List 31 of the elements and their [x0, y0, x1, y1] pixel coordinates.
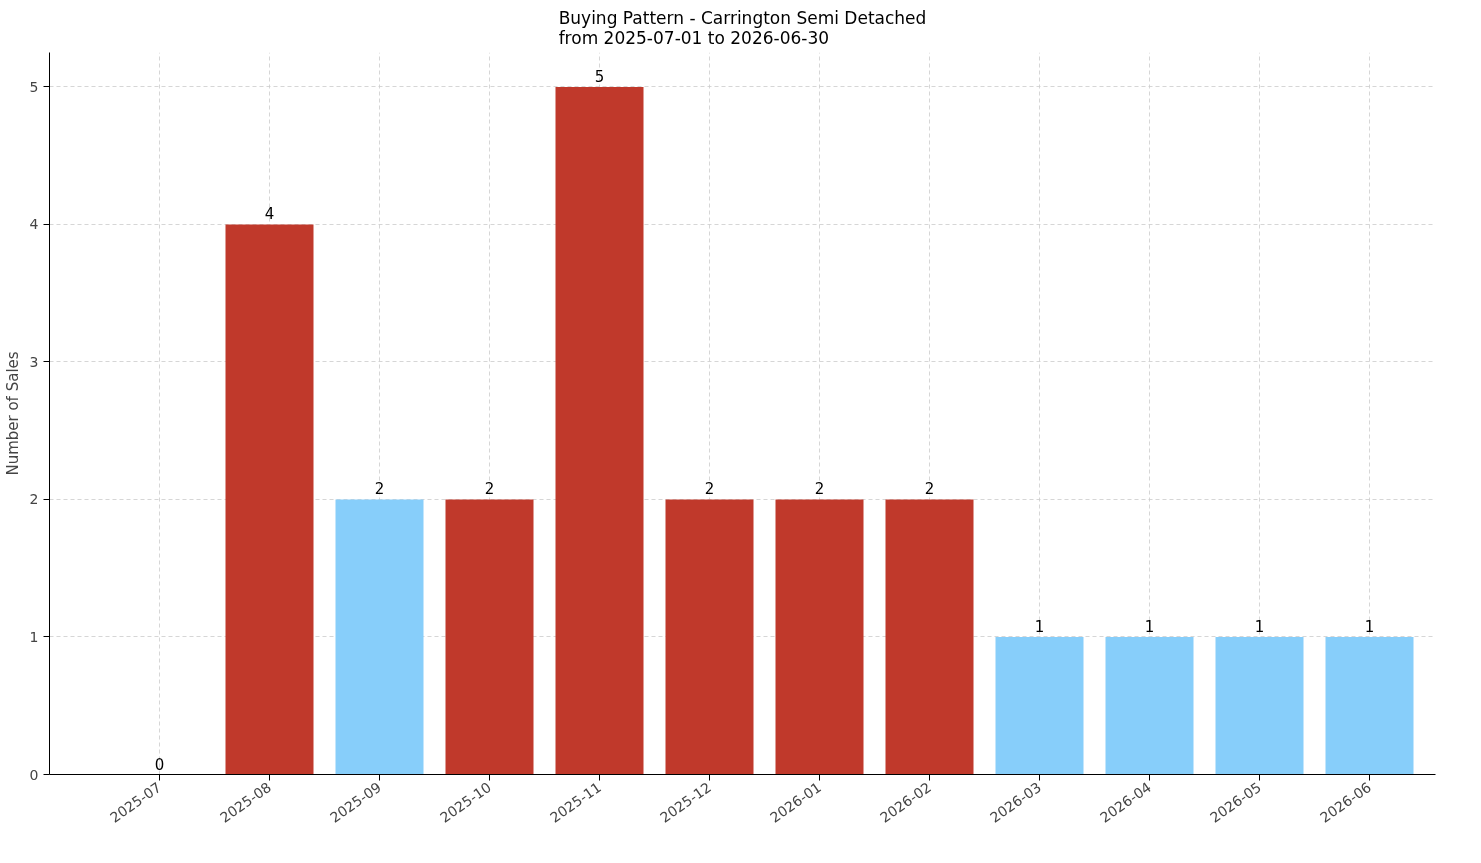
- bar: [885, 499, 974, 775]
- data-label: 1: [1254, 617, 1265, 636]
- bar: [335, 499, 424, 775]
- bar: [775, 499, 864, 775]
- data-label: 1: [1034, 617, 1045, 636]
- data-label: 2: [814, 480, 825, 499]
- bar: [995, 636, 1084, 775]
- data-label: 1: [1144, 617, 1155, 636]
- y-tick-label: 4: [29, 216, 39, 233]
- y-tick-label: 5: [29, 78, 39, 95]
- y-tick-label: 0: [29, 766, 39, 783]
- bar: [555, 86, 644, 775]
- data-label: 2: [484, 480, 495, 499]
- data-label: 4: [264, 205, 275, 224]
- data-label: 1: [1364, 617, 1375, 636]
- y-tick-label: 3: [29, 353, 39, 370]
- bar: [1105, 636, 1194, 775]
- chart-title: Buying Pattern - Carrington Semi Detached from 2025-07-01 to 2026-06-30: [558, 7, 927, 48]
- bar: [1215, 636, 1304, 775]
- y-tick-label: 1: [29, 628, 39, 645]
- y-tick-label: 2: [29, 491, 39, 508]
- data-label: 0: [154, 755, 165, 774]
- data-label: 5: [594, 67, 605, 86]
- bar: [1325, 636, 1414, 775]
- bar: [445, 499, 534, 775]
- bar: [665, 499, 754, 775]
- y-axis-title: Number of Sales: [3, 351, 22, 476]
- data-label: 2: [374, 480, 385, 499]
- data-label: 2: [704, 480, 715, 499]
- data-label: 2: [924, 480, 935, 499]
- bar: [225, 224, 314, 775]
